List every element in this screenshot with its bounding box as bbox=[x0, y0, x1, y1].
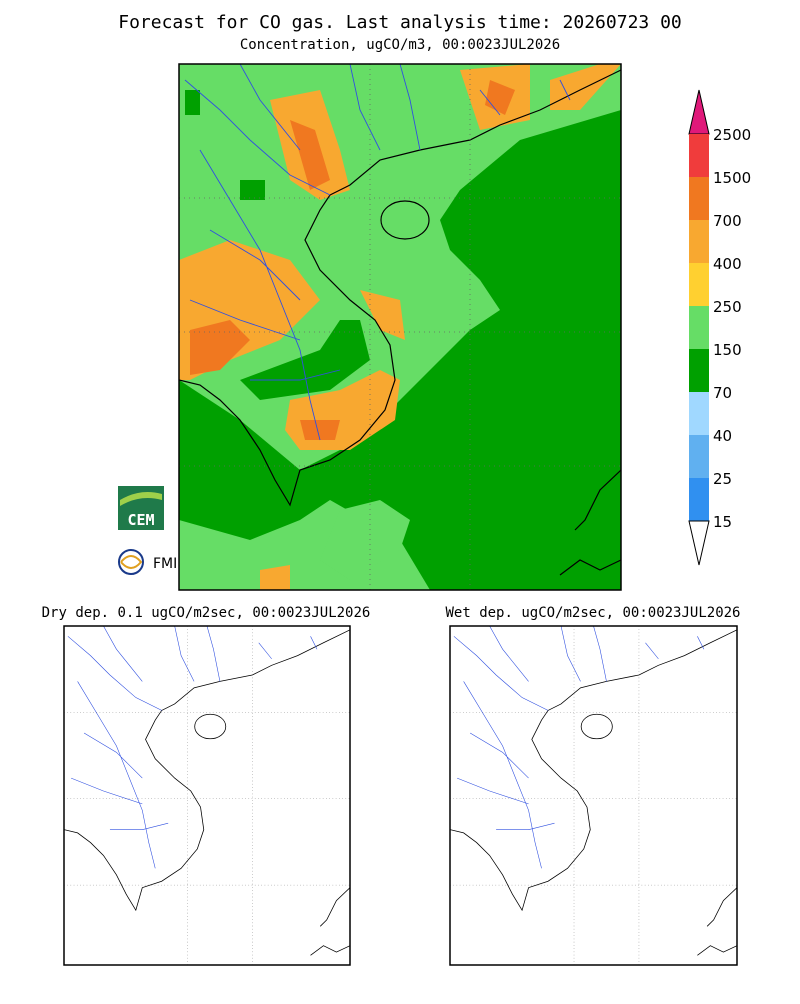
colorbar-label: 250 bbox=[713, 298, 742, 316]
colorbar-label: 400 bbox=[713, 255, 742, 273]
logo-text: FMI bbox=[153, 556, 177, 572]
colorbar-label: 2500 bbox=[713, 126, 751, 144]
fmi-logo: FMI bbox=[118, 549, 177, 575]
subtitle: Concentration, ugCO/m3, 00:0023JUL2026 bbox=[240, 37, 560, 53]
colorbar-box bbox=[689, 392, 709, 435]
colorbar-label: 1500 bbox=[713, 169, 751, 187]
colorbar-cap bbox=[688, 520, 710, 566]
colorbar-box bbox=[689, 349, 709, 392]
cem-logo: CEM bbox=[118, 486, 164, 530]
colorbar-label: 15 bbox=[713, 513, 732, 531]
colorbar-label: 25 bbox=[713, 470, 732, 488]
logo-text: CEM bbox=[127, 511, 154, 529]
colorbar-label: 70 bbox=[713, 384, 732, 402]
panel-title: Wet dep. ugCO/m2sec, 00:0023JUL2026 bbox=[445, 605, 740, 621]
title: Forecast for CO gas. Last analysis time:… bbox=[118, 12, 682, 33]
colorbar-label: 150 bbox=[713, 341, 742, 359]
colorbar-cap bbox=[688, 89, 710, 135]
concentration-map bbox=[179, 64, 621, 590]
colorbar-box bbox=[689, 435, 709, 478]
colorbar-box bbox=[689, 220, 709, 263]
dry-deposition-map bbox=[63, 625, 351, 966]
colorbar-box bbox=[689, 263, 709, 306]
panel-title: Dry dep. 0.1 ugCO/m2sec, 00:0023JUL2026 bbox=[42, 605, 371, 621]
colorbar-box bbox=[689, 306, 709, 349]
map-frame bbox=[178, 63, 622, 591]
colorbar-box bbox=[689, 478, 709, 521]
colorbar-label: 40 bbox=[713, 427, 732, 445]
colorbar-box bbox=[689, 177, 709, 220]
colorbar-label: 700 bbox=[713, 212, 742, 230]
colorbar-box bbox=[689, 134, 709, 177]
colorbar: 2500 1500 700 400 250 150 70 40 25 15 bbox=[688, 89, 751, 566]
wet-deposition-map bbox=[449, 625, 738, 966]
